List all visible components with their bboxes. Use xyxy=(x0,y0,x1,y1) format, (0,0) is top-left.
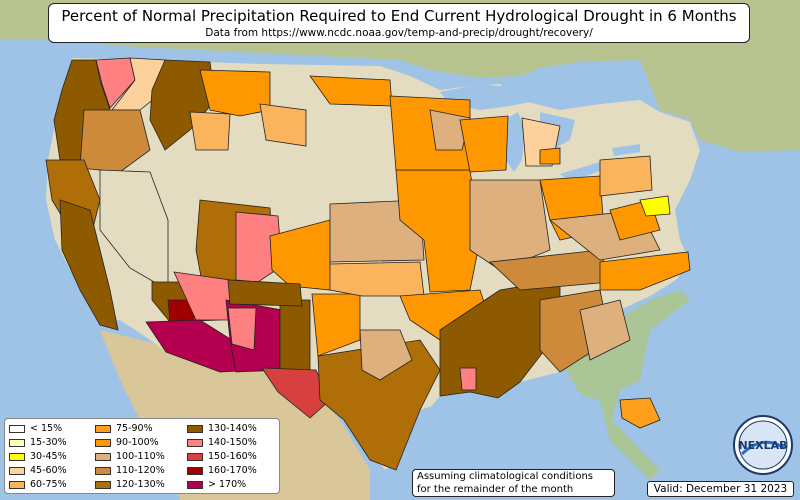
region-colorado-pink xyxy=(235,211,283,283)
legend-label: 45-60% xyxy=(30,465,67,476)
legend: < 15% 15-30% 30-45% 45-60% 60-75% 75-90%… xyxy=(4,418,280,494)
legend-swatch xyxy=(9,424,25,433)
region-georgia xyxy=(579,299,631,361)
legend-label: 100-110% xyxy=(116,451,165,462)
legend-swatch xyxy=(9,466,25,475)
lake-erie xyxy=(560,162,608,182)
legend-swatch xyxy=(95,424,111,433)
drought-regions xyxy=(45,57,691,471)
assumption-note: Assuming climatological conditions for t… xyxy=(412,469,615,497)
legend-label: 30-45% xyxy=(30,451,67,462)
legend-item: 150-160% xyxy=(187,450,257,463)
region-idaho-montana xyxy=(149,59,216,151)
legend-label: 90-100% xyxy=(116,437,159,448)
region-kansas-orange xyxy=(329,261,425,297)
region-pa xyxy=(599,155,653,197)
region-oregon-east xyxy=(79,109,151,173)
legend-swatch xyxy=(187,466,203,475)
legend-item: < 15% xyxy=(9,422,62,435)
note-line-2: for the remainder of the month xyxy=(417,483,574,495)
title-box: Percent of Normal Precipitation Required… xyxy=(48,3,750,43)
region-texas-north xyxy=(359,329,413,381)
legend-item: 60-75% xyxy=(9,478,67,491)
legend-label: 130-140% xyxy=(208,423,257,434)
region-michigan xyxy=(459,115,509,173)
legend-swatch xyxy=(95,480,111,489)
legend-label: 150-160% xyxy=(208,451,257,462)
region-florida xyxy=(619,397,661,429)
map-subtitle: Data from https://www.ncdc.noaa.gov/temp… xyxy=(205,27,593,39)
legend-item: > 170% xyxy=(187,478,246,491)
lake-ontario xyxy=(612,144,640,156)
lake-michigan xyxy=(506,112,525,172)
legend-label: < 15% xyxy=(30,423,63,434)
legend-item: 45-60% xyxy=(9,464,67,477)
region-montana-east xyxy=(259,103,307,147)
legend-item: 120-130% xyxy=(95,478,165,491)
legend-item: 15-30% xyxy=(9,436,67,449)
nexlab-logo: NEXLAB xyxy=(733,415,793,475)
legend-swatch xyxy=(9,480,25,489)
region-colorado-east xyxy=(269,219,331,291)
legend-item: 130-140% xyxy=(187,422,257,435)
legend-swatch xyxy=(9,438,25,447)
legend-label: 60-75% xyxy=(30,479,67,490)
legend-label: 15-30% xyxy=(30,437,67,448)
legend-item: 140-150% xyxy=(187,436,257,449)
legend-item: 160-170% xyxy=(187,464,257,477)
legend-swatch xyxy=(95,466,111,475)
region-nm-north xyxy=(227,279,303,307)
region-new-mexico-pink xyxy=(227,307,257,351)
legend-item: 30-45% xyxy=(9,450,67,463)
legend-label: 140-150% xyxy=(208,437,257,448)
region-montana xyxy=(199,69,271,117)
region-wyoming-idaho xyxy=(189,111,231,151)
region-maryland-yellow xyxy=(639,195,671,217)
note-line-1: Assuming climatological conditions xyxy=(417,471,593,482)
legend-swatch xyxy=(95,438,111,447)
region-texas-central xyxy=(317,339,441,471)
logo-text: NEXLAB xyxy=(738,439,787,452)
map-title: Percent of Normal Precipitation Required… xyxy=(61,7,737,25)
region-washington-pink xyxy=(95,57,136,109)
legend-label: 75-90% xyxy=(116,423,153,434)
legend-label: > 170% xyxy=(208,479,247,490)
legend-item: 75-90% xyxy=(95,422,153,435)
legend-swatch xyxy=(95,452,111,461)
legend-item: 110-120% xyxy=(95,464,165,477)
legend-swatch xyxy=(187,424,203,433)
region-new-mexico-east xyxy=(279,299,311,371)
region-louisiana-pink xyxy=(459,367,477,391)
region-california-central xyxy=(59,199,119,331)
legend-swatch xyxy=(187,452,203,461)
region-west-texas xyxy=(261,367,331,419)
legend-label: 110-120% xyxy=(116,465,165,476)
legend-item: 100-110% xyxy=(95,450,165,463)
legend-item: 90-100% xyxy=(95,436,159,449)
region-oklahoma xyxy=(311,293,361,357)
valid-date: Valid: December 31 2023 xyxy=(647,481,794,497)
legend-swatch xyxy=(187,438,203,447)
legend-label: 160-170% xyxy=(208,465,257,476)
legend-swatch xyxy=(187,480,203,489)
legend-swatch xyxy=(9,452,25,461)
legend-label: 120-130% xyxy=(116,479,165,490)
region-carolinas xyxy=(599,251,691,291)
region-ny-tan xyxy=(539,147,561,165)
